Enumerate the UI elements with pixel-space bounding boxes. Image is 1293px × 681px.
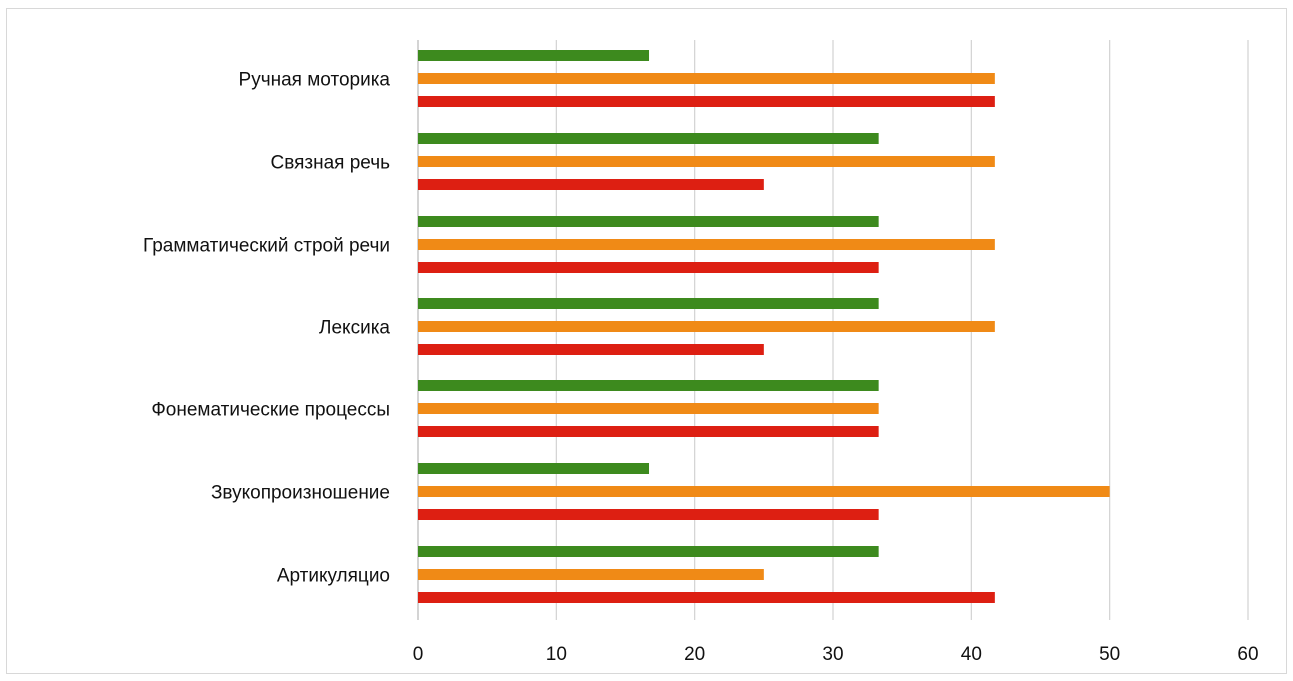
bars <box>418 50 1110 603</box>
category-label: Лексика <box>319 318 390 339</box>
x-tick-label: 20 <box>684 644 705 665</box>
x-tick-label: 30 <box>822 644 843 665</box>
category-label: Связная речь <box>270 153 390 174</box>
bar <box>418 546 879 557</box>
bar <box>418 133 879 144</box>
bar <box>418 403 879 414</box>
bar <box>418 380 879 391</box>
bar <box>418 463 650 474</box>
bar <box>418 216 879 227</box>
category-label: Грамматический строй речи <box>143 236 390 257</box>
x-tick-label: 0 <box>413 644 424 665</box>
category-label: Звукопроизношение <box>211 483 390 504</box>
bar <box>418 486 1110 497</box>
bar <box>418 50 650 61</box>
bar <box>418 96 995 107</box>
bar <box>418 179 764 190</box>
x-tick-label: 50 <box>1099 644 1120 665</box>
category-label: Фонематические процессы <box>151 400 390 421</box>
category-labels: Ручная моторика Связная речь Грамматически… <box>143 70 390 587</box>
x-tick-label: 10 <box>546 644 567 665</box>
x-tick-label: 40 <box>961 644 982 665</box>
bar <box>418 426 879 437</box>
bar <box>418 156 995 167</box>
bar <box>418 509 879 520</box>
category-label: Артикуляцио <box>277 566 390 587</box>
bar <box>418 569 764 580</box>
x-tick-label: 60 <box>1237 644 1258 665</box>
chart-frame <box>6 8 1287 674</box>
bar <box>418 239 995 250</box>
category-label: Ручная моторика <box>239 70 391 91</box>
bar <box>418 344 764 355</box>
bar <box>418 298 879 309</box>
bar <box>418 262 879 273</box>
bar <box>418 321 995 332</box>
bar <box>418 73 995 84</box>
bar <box>418 592 995 603</box>
x-axis-tick-labels: 0 10 20 30 40 50 60 <box>413 644 1259 665</box>
